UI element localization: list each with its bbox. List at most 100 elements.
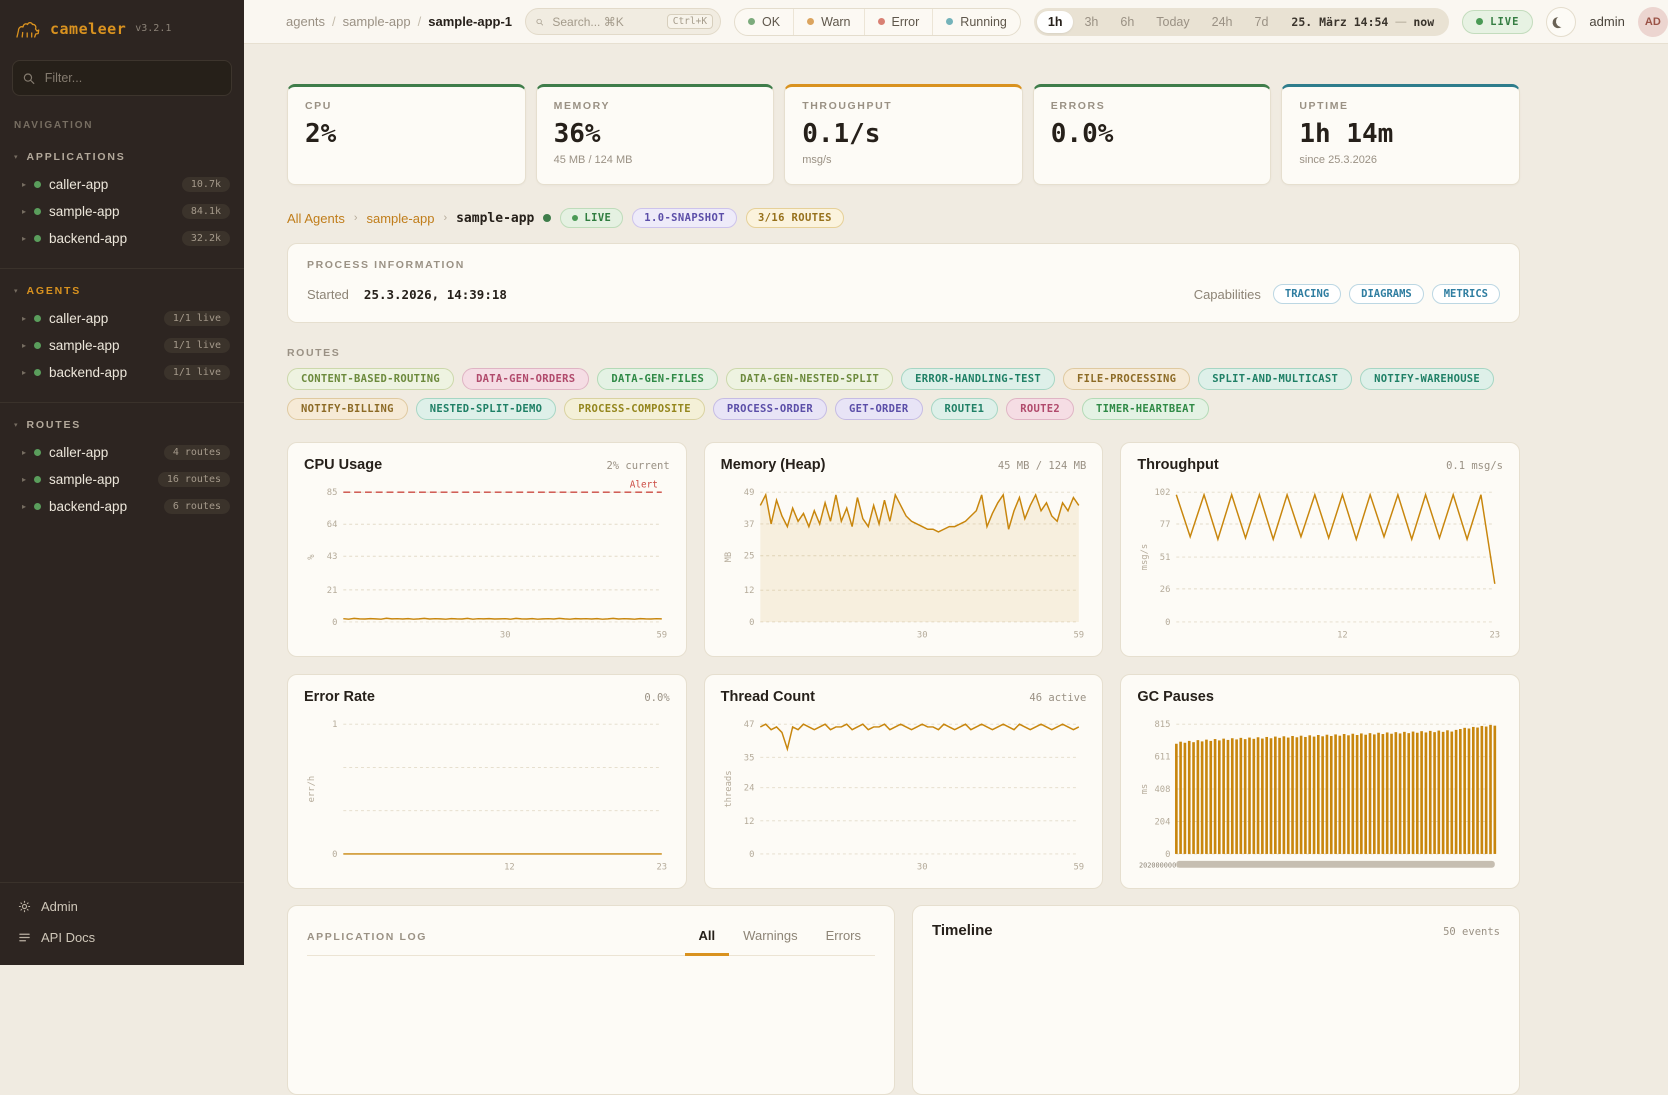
route-chip-route1[interactable]: ROUTE1	[931, 398, 999, 420]
process-information-card: PROCESS INFORMATION Started 25.3.2026, 1…	[287, 243, 1520, 323]
app-logo[interactable]: cameleer v3.2.1	[0, 0, 244, 54]
filter-running[interactable]: Running	[932, 9, 1020, 35]
range-today[interactable]: Today	[1145, 11, 1200, 33]
route-chip-process-order[interactable]: PROCESS-ORDER	[713, 398, 827, 420]
capability-tracing[interactable]: TRACING	[1273, 284, 1341, 304]
filter-warn[interactable]: Warn	[793, 9, 863, 35]
route-chip-route2[interactable]: ROUTE2	[1006, 398, 1074, 420]
chevron-right-icon: ▸	[22, 341, 26, 350]
chevron-separator-icon: ›	[354, 212, 358, 224]
svg-text:0: 0	[332, 618, 337, 628]
timeline-card: Timeline 50 events	[912, 905, 1520, 1095]
tab-warnings[interactable]: Warnings	[729, 922, 811, 956]
svg-text:77: 77	[1160, 520, 1171, 530]
svg-text:%: %	[307, 554, 317, 560]
svg-text:204: 204	[1155, 817, 1171, 827]
status-dot-icon	[807, 18, 814, 25]
dark-mode-toggle[interactable]	[1546, 7, 1576, 37]
route-chip-content-based-routing[interactable]: CONTENT-BASED-ROUTING	[287, 368, 454, 390]
agent-crumb[interactable]: All Agents	[287, 211, 345, 226]
app-name: cameleer	[50, 20, 126, 38]
status-dot-icon	[34, 208, 41, 215]
chevron-down-icon: ▾	[14, 421, 18, 429]
range-1h[interactable]: 1h	[1037, 11, 1074, 33]
svg-text:59: 59	[1073, 631, 1084, 641]
range-6h[interactable]: 6h	[1109, 11, 1145, 33]
chevron-right-icon: ▸	[22, 368, 26, 377]
camel-logo-icon	[14, 15, 41, 42]
route-chip-get-order[interactable]: GET-ORDER	[835, 398, 923, 420]
status-dot-icon	[543, 214, 551, 222]
route-chip-error-handling-test[interactable]: ERROR-HANDLING-TEST	[901, 368, 1055, 390]
count-badge: 1/1 live	[164, 338, 230, 353]
svg-text:ms: ms	[1140, 784, 1150, 795]
time-display[interactable]: 25. März 14:54—now	[1279, 15, 1446, 29]
chart-title: Throughput	[1137, 457, 1218, 473]
status-dot-icon	[34, 315, 41, 322]
route-chip-file-processing[interactable]: FILE-PROCESSING	[1063, 368, 1190, 390]
route-chip-data-gen-nested-split[interactable]: DATA-GEN-NESTED-SPLIT	[726, 368, 893, 390]
breadcrumb-item[interactable]: agents	[286, 14, 325, 29]
chart-meta: 0.1 msg/s	[1446, 460, 1503, 472]
item-name: sample-app	[49, 472, 120, 487]
live-indicator[interactable]: LIVE	[1462, 10, 1533, 34]
filter-ok[interactable]: OK	[735, 9, 793, 35]
route-chip-data-gen-files[interactable]: DATA-GEN-FILES	[597, 368, 718, 390]
range-24h[interactable]: 24h	[1201, 11, 1244, 33]
capability-diagrams[interactable]: DIAGRAMS	[1349, 284, 1424, 304]
section-label: APPLICATIONS	[27, 151, 126, 163]
breadcrumb-item[interactable]: sample-app-1	[428, 14, 512, 29]
sidebar-filter[interactable]	[12, 60, 232, 96]
svg-text:408: 408	[1155, 785, 1171, 795]
section-header-routes[interactable]: ▾ROUTES	[0, 411, 244, 439]
status-dot-icon	[748, 18, 755, 25]
route-chip-split-and-multicast[interactable]: SPLIT-AND-MULTICAST	[1198, 368, 1352, 390]
header-right-cluster: LIVE admin AD	[1462, 7, 1668, 37]
search-input[interactable]	[550, 14, 659, 30]
status-dot-icon	[946, 18, 953, 25]
range-7d[interactable]: 7d	[1244, 11, 1280, 33]
agent-crumb[interactable]: sample-app	[456, 211, 534, 226]
tab-errors[interactable]: Errors	[812, 922, 875, 956]
status-dot-icon	[34, 342, 41, 349]
capability-metrics[interactable]: METRICS	[1432, 284, 1500, 304]
section-header-agents[interactable]: ▾AGENTS	[0, 277, 244, 305]
top-bar: agents/sample-app/sample-app-1 Ctrl+K OK…	[244, 0, 1668, 44]
sidebar-filter-input[interactable]	[43, 70, 221, 86]
status-dot-icon	[34, 369, 41, 376]
svg-text:26: 26	[1160, 585, 1171, 595]
footer-item-admin[interactable]: Admin	[0, 891, 244, 922]
route-chip-process-composite[interactable]: PROCESS-COMPOSITE	[564, 398, 705, 420]
global-search[interactable]: Ctrl+K	[525, 8, 721, 35]
breadcrumb: agents/sample-app/sample-app-1	[286, 14, 512, 29]
route-chip-notify-warehouse[interactable]: NOTIFY-WAREHOUSE	[1360, 368, 1494, 390]
route-chip-notify-billing[interactable]: NOTIFY-BILLING	[287, 398, 408, 420]
svg-text:12: 12	[1337, 631, 1348, 641]
route-chip-data-gen-orders[interactable]: DATA-GEN-ORDERS	[462, 368, 589, 390]
count-badge: 84.1k	[182, 204, 230, 219]
filter-error[interactable]: Error	[864, 9, 933, 35]
tab-all[interactable]: All	[685, 922, 730, 956]
footer-item-api-docs[interactable]: API Docs	[0, 922, 244, 953]
range-3h[interactable]: 3h	[1073, 11, 1109, 33]
agent-crumb[interactable]: sample-app	[367, 211, 435, 226]
route-chip-nested-split-demo[interactable]: NESTED-SPLIT-DEMO	[416, 398, 557, 420]
breadcrumb-item[interactable]: sample-app	[343, 14, 411, 29]
section-header-applications[interactable]: ▾APPLICATIONS	[0, 143, 244, 171]
avatar[interactable]: AD	[1638, 7, 1668, 37]
route-chip-timer-heartbeat[interactable]: TIMER-HEARTBEAT	[1082, 398, 1209, 420]
